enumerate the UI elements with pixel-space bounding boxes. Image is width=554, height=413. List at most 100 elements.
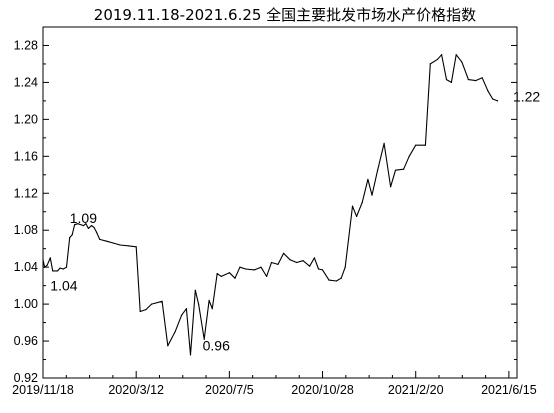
data-point xyxy=(408,155,410,157)
x-tick-label: 2019/11/18 xyxy=(12,383,74,397)
data-point xyxy=(403,168,405,170)
data-point xyxy=(93,226,95,228)
data-point xyxy=(198,303,200,305)
data-point xyxy=(91,225,93,227)
data-point xyxy=(59,267,61,269)
data-point xyxy=(492,98,494,100)
series-group xyxy=(42,54,499,356)
data-point xyxy=(383,142,385,144)
data-point xyxy=(321,269,324,271)
data-point xyxy=(445,79,448,81)
chart-title: 2019.11.18-2021.6.25 全国主要批发市场水产价格指数 xyxy=(94,6,476,24)
data-point xyxy=(49,257,51,259)
data-point xyxy=(82,225,85,227)
plot-frame xyxy=(42,26,518,379)
data-point xyxy=(437,58,439,60)
y-tick-label: 0.96 xyxy=(14,334,38,348)
data-point xyxy=(145,309,147,311)
annotation-group: 1.09 1.04 0.96 1.22 xyxy=(50,88,540,353)
data-point xyxy=(52,270,54,272)
y-tick-label: 1.00 xyxy=(14,297,38,311)
data-point xyxy=(189,354,192,356)
data-point xyxy=(239,266,241,268)
data-point xyxy=(77,223,79,225)
x-tick-label: 2021/6/15 xyxy=(481,383,537,397)
data-point xyxy=(119,244,121,246)
data-point xyxy=(377,169,379,171)
data-point xyxy=(211,308,213,310)
data-point xyxy=(128,245,130,247)
data-point xyxy=(367,178,369,180)
data-point xyxy=(266,275,268,277)
y-tick-label: 1.16 xyxy=(14,149,38,163)
data-point xyxy=(296,261,298,264)
data-point xyxy=(85,223,87,225)
annotation-label: 1.09 xyxy=(70,210,97,226)
x-tick-label: 2020/3/12 xyxy=(108,383,164,397)
data-point xyxy=(65,266,68,268)
data-point xyxy=(181,314,183,316)
data-point xyxy=(161,300,163,302)
data-point xyxy=(194,289,196,291)
y-tick-label: 1.12 xyxy=(14,186,38,200)
data-point xyxy=(487,90,489,92)
x-tick-label: 2020/10/28 xyxy=(291,383,354,397)
data-point xyxy=(203,338,205,340)
data-point xyxy=(228,272,230,274)
x-tick-label: 2020/7/5 xyxy=(205,383,254,397)
data-point xyxy=(46,264,48,266)
y-tick-label: 0.92 xyxy=(14,371,38,385)
data-point xyxy=(429,63,431,65)
data-point xyxy=(185,308,187,310)
data-point xyxy=(69,237,71,239)
data-point xyxy=(340,277,342,279)
data-point xyxy=(167,345,169,347)
data-point xyxy=(87,227,89,229)
data-point xyxy=(174,331,176,333)
y-tick-label: 1.20 xyxy=(14,112,38,126)
series-line xyxy=(42,54,498,356)
data-point xyxy=(344,266,346,268)
data-point xyxy=(151,303,153,305)
data-point xyxy=(467,79,469,81)
data-point xyxy=(335,280,337,282)
data-point xyxy=(106,240,108,242)
data-point xyxy=(361,201,363,204)
data-point xyxy=(95,231,98,233)
data-point xyxy=(289,259,291,261)
annotation-label: 0.96 xyxy=(203,338,230,354)
data-point xyxy=(112,242,115,244)
y-tick-label: 1.08 xyxy=(14,223,38,237)
data-point xyxy=(475,80,477,82)
y-tick-label: 1.28 xyxy=(14,38,38,52)
data-point xyxy=(441,54,443,56)
data-point xyxy=(57,270,59,272)
data-point xyxy=(497,100,499,102)
y-tick-label: 1.04 xyxy=(14,260,38,274)
data-point xyxy=(461,61,463,63)
data-point xyxy=(135,246,137,248)
data-point xyxy=(328,279,330,281)
x-tick-label: 2021/2/20 xyxy=(388,383,444,397)
data-point xyxy=(62,268,64,270)
y-tick-label: 1.24 xyxy=(14,75,38,89)
data-point xyxy=(371,194,373,196)
data-point xyxy=(309,265,311,267)
data-point xyxy=(42,259,44,261)
data-point xyxy=(139,310,141,313)
data-point xyxy=(317,268,320,270)
data-point xyxy=(390,186,392,188)
annotation-label: 1.22 xyxy=(513,88,540,104)
x-axis: 2019/11/18 2020/3/12 2020/7/5 2020/10/28 202… xyxy=(12,371,537,397)
data-point xyxy=(260,266,262,268)
data-point xyxy=(220,275,222,277)
y-axis: 0.92 0.96 1.00 1.04 1.08 1.12 1.16 1.20 1.24 1.28 xyxy=(14,38,517,385)
data-point xyxy=(302,260,304,262)
data-point xyxy=(283,252,285,254)
data-point xyxy=(74,224,76,226)
data-point xyxy=(394,169,397,171)
data-point xyxy=(234,277,236,279)
data-point xyxy=(245,268,247,270)
annotation-label: 1.04 xyxy=(50,278,77,294)
